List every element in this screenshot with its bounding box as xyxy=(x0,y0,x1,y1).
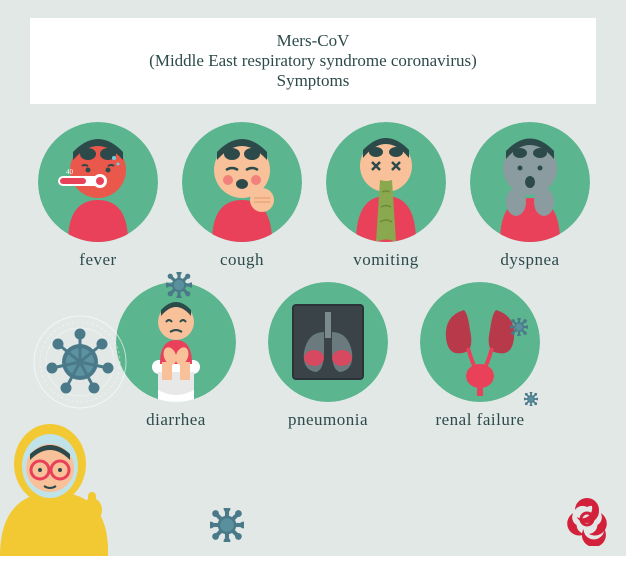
pneumonia-icon xyxy=(268,282,388,402)
symptom-fever: 40 fever xyxy=(36,122,160,270)
title-line-3: Symptoms xyxy=(277,71,350,91)
diarrhea-label: diarrhea xyxy=(146,410,206,430)
title-line-1: Mers-CoV xyxy=(277,31,350,51)
symptom-diarrhea: diarrhea xyxy=(114,282,238,430)
pneumonia-label: pneumonia xyxy=(288,410,368,430)
vomiting-icon xyxy=(326,122,446,242)
symptom-vomiting: vomiting xyxy=(324,122,448,270)
row-2: diarrhea xyxy=(114,282,592,430)
symptom-dyspnea: dyspnea xyxy=(468,122,592,270)
decor-ring-icon xyxy=(30,312,130,412)
symptom-pneumonia: pneumonia xyxy=(266,282,390,430)
cough-label: cough xyxy=(220,250,264,270)
biohazard-icon xyxy=(560,492,614,546)
row-1: 40 fever xyxy=(36,122,592,270)
virus-icon xyxy=(166,272,192,298)
infographic-canvas: Mers-CoV (Middle East respiratory syndro… xyxy=(0,0,626,556)
fever-label: fever xyxy=(79,250,116,270)
hazmat-person-icon xyxy=(0,406,120,556)
virus-icon xyxy=(510,318,528,336)
virus-icon xyxy=(524,392,538,406)
renal-label: renal failure xyxy=(435,410,524,430)
symptom-renal: renal failure xyxy=(418,282,542,430)
renal-icon xyxy=(420,282,540,402)
diarrhea-icon xyxy=(116,282,236,402)
vomiting-label: vomiting xyxy=(353,250,418,270)
title-line-2: (Middle East respiratory syndrome corona… xyxy=(149,51,477,71)
dyspnea-icon xyxy=(470,122,590,242)
symptom-cough: cough xyxy=(180,122,304,270)
virus-icon xyxy=(210,508,244,542)
dyspnea-label: dyspnea xyxy=(500,250,559,270)
cough-icon xyxy=(182,122,302,242)
title-box: Mers-CoV (Middle East respiratory syndro… xyxy=(30,18,596,104)
svg-text:40: 40 xyxy=(66,168,74,176)
fever-icon: 40 xyxy=(38,122,158,242)
